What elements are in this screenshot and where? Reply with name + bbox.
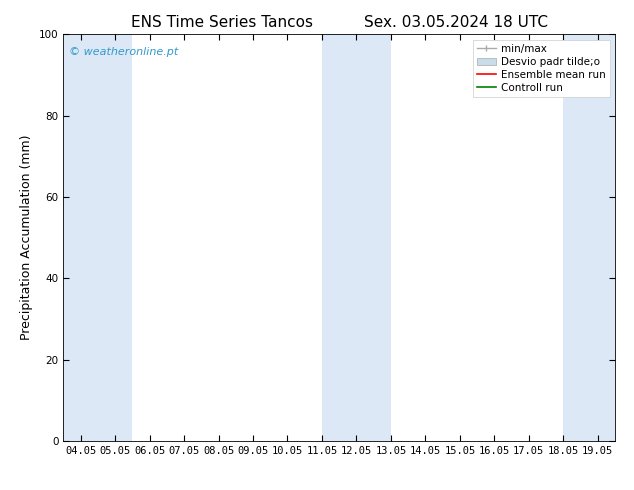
Bar <box>563 34 615 441</box>
Legend: min/max, Desvio padr tilde;o, Ensemble mean run, Controll run: min/max, Desvio padr tilde;o, Ensemble m… <box>473 40 610 97</box>
Y-axis label: Precipitation Accumulation (mm): Precipitation Accumulation (mm) <box>20 135 34 341</box>
Bar <box>63 34 133 441</box>
Bar <box>322 34 391 441</box>
Text: ENS Time Series Tancos: ENS Time Series Tancos <box>131 15 313 30</box>
Text: Sex. 03.05.2024 18 UTC: Sex. 03.05.2024 18 UTC <box>365 15 548 30</box>
Text: © weatheronline.pt: © weatheronline.pt <box>69 47 178 56</box>
